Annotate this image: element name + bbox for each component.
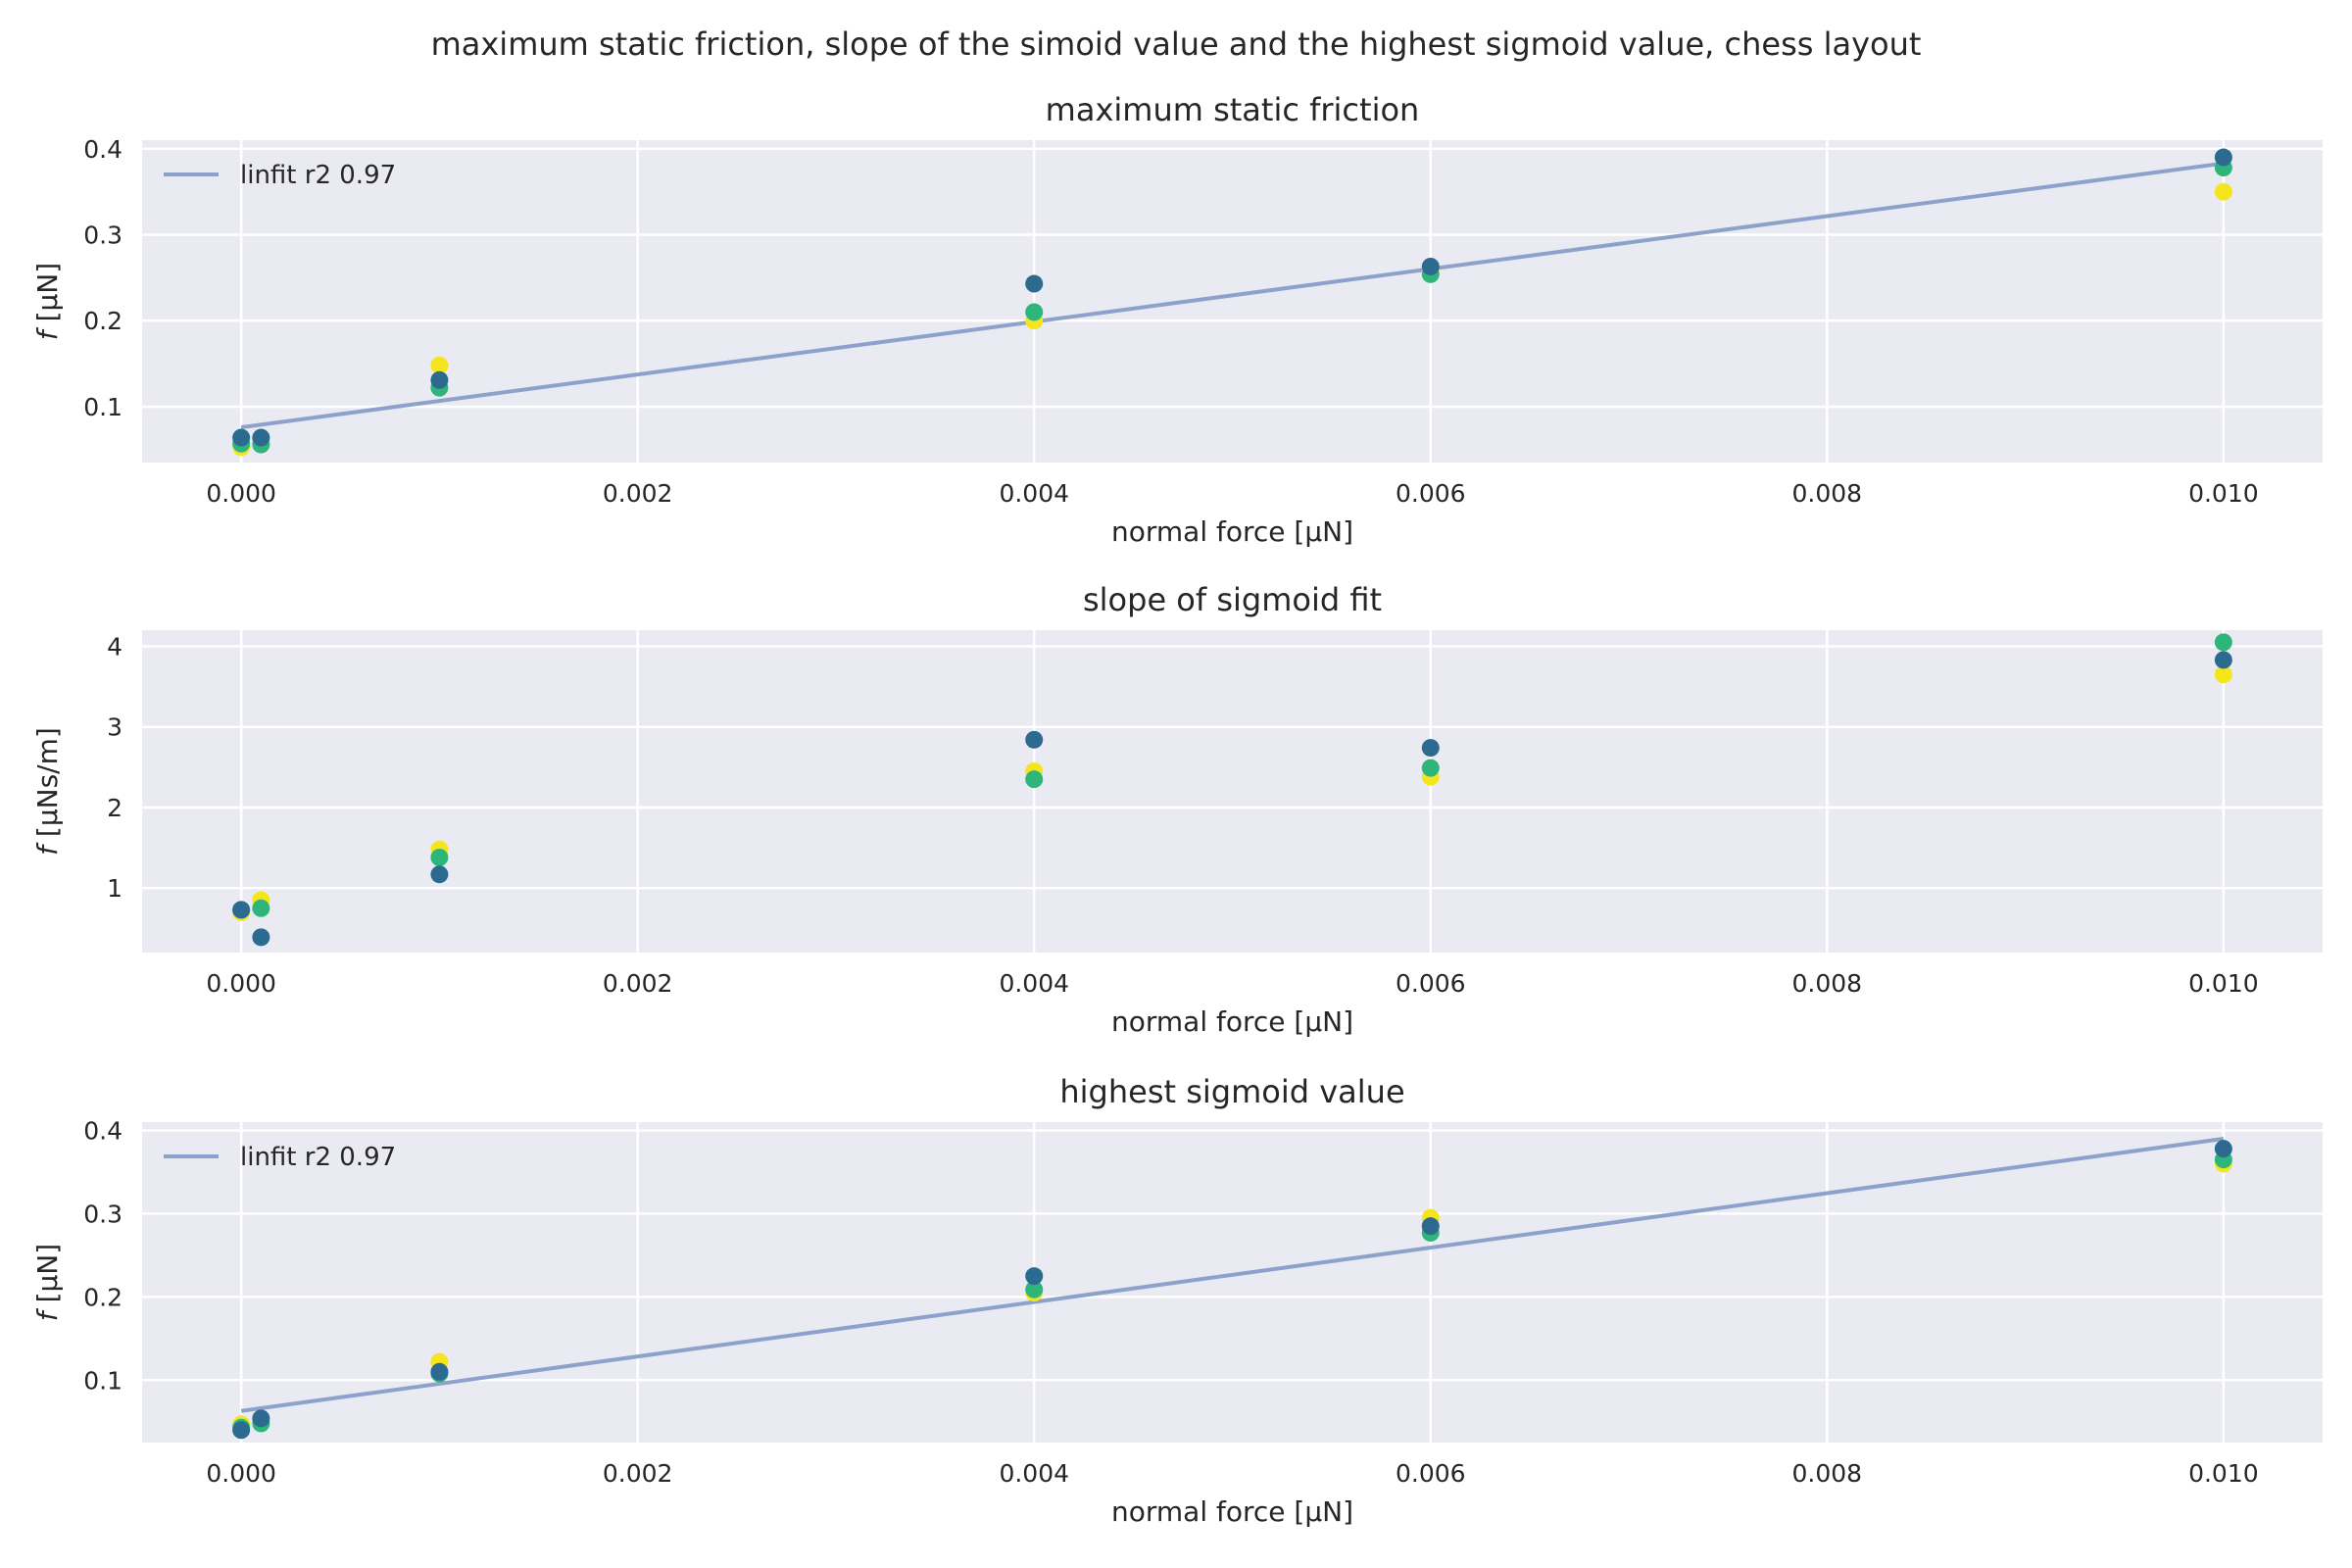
data-point (1421, 1217, 1440, 1236)
x-tick-label: 0.008 (1792, 969, 1863, 998)
x-tick-label: 0.006 (1396, 479, 1466, 508)
data-point (252, 1409, 270, 1428)
data-point (430, 865, 449, 884)
y-tick-label: 0.2 (83, 307, 122, 335)
x-tick-label: 0.000 (206, 969, 276, 998)
data-point (1025, 1280, 1044, 1298)
data-point (252, 899, 270, 917)
x-axis-label: normal force [μN] (1111, 515, 1353, 548)
figure-suptitle: maximum static friction, slope of the si… (431, 25, 1922, 63)
series-3 (232, 1140, 2232, 1440)
y-tick-label: 0.2 (83, 1283, 122, 1311)
plot-area (142, 630, 2323, 953)
x-tick-label: 0.002 (603, 1459, 673, 1488)
data-point (2214, 148, 2232, 167)
subplots: 0.000 0.002 0.004 0.006 0.008 0.010 0.1 0.2 0.3 0… (31, 91, 2323, 1528)
data-point (2214, 651, 2232, 669)
data-point (252, 928, 270, 947)
data-point (232, 428, 251, 447)
subplot-1: 0.000 0.002 0.004 0.006 0.008 0.010 0.1 0.2 0.3 0… (31, 91, 2323, 548)
subplot-title: highest sigmoid value (1059, 1073, 1404, 1110)
y-axis-label: f [μN] (31, 263, 64, 340)
subplot-title: maximum static friction (1046, 91, 1420, 128)
series-3 (232, 148, 2232, 447)
x-tick-label: 0.010 (2188, 479, 2259, 508)
y-tick-label: 3 (107, 713, 122, 742)
legend: linfit r2 0.97 (164, 1143, 396, 1172)
x-tick-label: 0.000 (206, 479, 276, 508)
fit-line (240, 161, 2225, 430)
subplot-title: slope of sigmoid fit (1083, 581, 1382, 618)
x-tick-label: 0.006 (1396, 969, 1466, 998)
data-point (430, 1362, 449, 1381)
data-point (1421, 759, 1440, 777)
grid-lines (142, 630, 2323, 953)
data-point (1025, 770, 1044, 789)
x-tick-label: 0.008 (1792, 1459, 1863, 1488)
x-tick-label: 0.004 (999, 1459, 1069, 1488)
x-tick-label: 0.008 (1792, 479, 1863, 508)
data-point (1421, 739, 1440, 758)
x-tick-label: 0.010 (2188, 969, 2259, 998)
x-tick-label: 0.002 (603, 969, 673, 998)
y-tick-label: 0.4 (83, 135, 122, 164)
y-tick-label: 4 (107, 632, 122, 661)
plot-area (142, 140, 2323, 463)
data-point (1025, 730, 1044, 749)
data-point (2214, 633, 2232, 652)
data-point (1421, 257, 1440, 275)
data-point (430, 370, 449, 389)
y-tick-label: 0.3 (83, 221, 122, 250)
data-point (232, 901, 251, 919)
grid-lines (142, 1122, 2323, 1443)
y-tick-label: 0.1 (83, 1366, 122, 1395)
y-tick-label: 2 (107, 794, 122, 822)
fit-line (240, 1137, 2225, 1413)
legend-label: linfit r2 0.97 (240, 1143, 396, 1172)
y-axis-label: f [μN] (31, 1244, 64, 1321)
data-point (1025, 1267, 1044, 1286)
y-tick-label: 0.1 (83, 393, 122, 421)
data-point (232, 1421, 251, 1440)
x-axis-label: normal force [μN] (1111, 1005, 1353, 1038)
subplot-3: 0.000 0.002 0.004 0.006 0.008 0.010 0.1 0.2 0.3 0… (31, 1073, 2323, 1528)
y-axis-label: f [μNs/m] (31, 727, 64, 856)
data-point (2214, 665, 2232, 684)
data-point (430, 848, 449, 866)
legend-label: linfit r2 0.97 (240, 161, 396, 190)
y-tick-label: 1 (107, 874, 122, 903)
x-tick-label: 0.000 (206, 1459, 276, 1488)
data-point (252, 428, 270, 447)
data-point (2214, 182, 2232, 201)
x-tick-label: 0.006 (1396, 1459, 1466, 1488)
data-point (430, 356, 449, 374)
y-tick-label: 0.4 (83, 1116, 122, 1145)
x-tick-label: 0.004 (999, 969, 1069, 998)
legend: linfit r2 0.97 (164, 161, 396, 190)
y-tick-label: 0.3 (83, 1200, 122, 1228)
x-tick-label: 0.010 (2188, 1459, 2259, 1488)
subplot-2: 0.000 0.002 0.004 0.006 0.008 0.010 1 2 3 4 slope … (31, 581, 2323, 1038)
series-3 (232, 651, 2232, 947)
x-tick-label: 0.004 (999, 479, 1069, 508)
data-point (1025, 274, 1044, 293)
x-tick-label: 0.002 (603, 479, 673, 508)
data-point (2214, 1140, 2232, 1158)
data-point (1025, 303, 1044, 321)
x-axis-label: normal force [μN] (1111, 1495, 1353, 1528)
